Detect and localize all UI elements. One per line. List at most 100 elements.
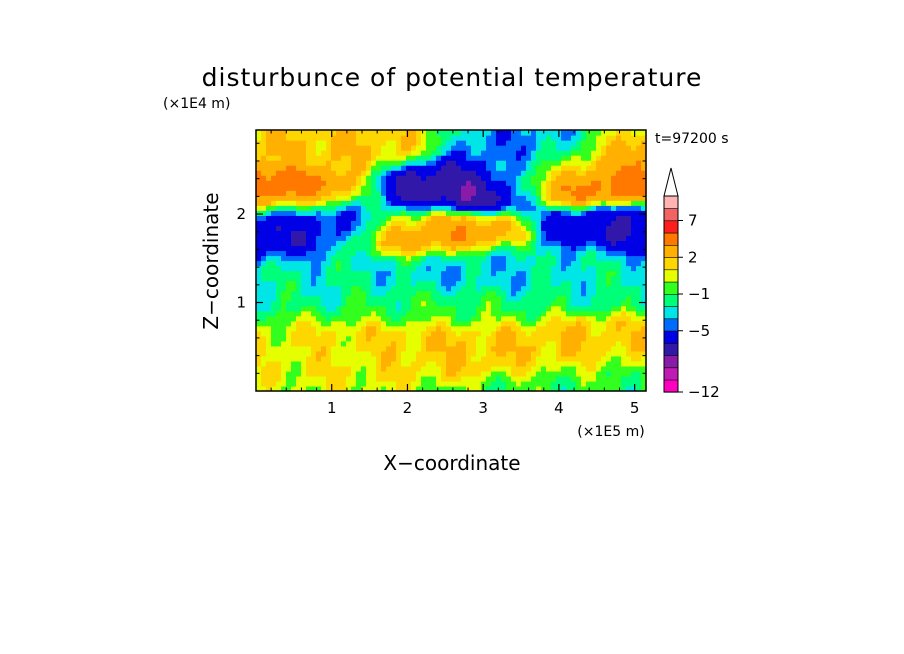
heatmap-cell <box>351 130 357 136</box>
heatmap-cell <box>601 330 607 337</box>
heatmap-cell <box>416 255 422 262</box>
heatmap-cell <box>326 150 332 156</box>
heatmap-cell <box>471 235 477 242</box>
heatmap-cell <box>351 215 357 221</box>
colorbar-swatch <box>663 305 679 320</box>
heatmap-cell <box>636 340 642 347</box>
heatmap-cell <box>436 275 442 282</box>
heatmap-cell <box>411 285 417 292</box>
heatmap-cell <box>301 370 307 377</box>
heatmap-cell <box>431 270 437 277</box>
heatmap-cell <box>291 140 297 146</box>
heatmap-cell <box>411 130 417 136</box>
heatmap-cell <box>596 325 602 332</box>
colorbar-tick-label: −1 <box>688 285 710 303</box>
heatmap-cell <box>536 200 542 206</box>
heatmap-cell <box>616 220 622 226</box>
heatmap-cell <box>406 380 412 387</box>
heatmap-cell <box>581 325 587 332</box>
heatmap-cell <box>256 215 262 221</box>
heatmap-cell <box>526 150 532 156</box>
heatmap-cell <box>376 205 382 211</box>
heatmap-cell <box>551 140 557 146</box>
heatmap-cell <box>446 315 452 322</box>
heatmap-cell <box>466 305 472 312</box>
heatmap-cell <box>336 190 342 196</box>
heatmap-cell <box>491 265 497 272</box>
plot-frame <box>255 129 647 392</box>
heatmap-cell <box>281 295 287 302</box>
heatmap-cell <box>406 315 412 322</box>
heatmap-cell <box>261 215 267 221</box>
heatmap-cell <box>341 235 347 242</box>
heatmap-cell <box>506 130 512 136</box>
heatmap-cell <box>436 140 442 146</box>
heatmap-cell <box>391 200 397 206</box>
heatmap-cell <box>511 275 517 282</box>
heatmap-cell <box>581 305 587 312</box>
heatmap-cell <box>361 155 367 161</box>
heatmap-cell <box>336 300 342 307</box>
heatmap-cell <box>546 220 552 226</box>
heatmap-cell <box>476 215 482 221</box>
heatmap-cell <box>316 240 322 247</box>
heatmap-cell <box>281 365 287 372</box>
heatmap-cell <box>351 150 357 156</box>
heatmap-cell <box>471 275 477 282</box>
heatmap-cell <box>276 285 282 292</box>
heatmap-cell <box>526 300 532 307</box>
heatmap-cell <box>526 370 532 377</box>
heatmap-cell <box>316 380 322 387</box>
heatmap-cell <box>281 150 287 156</box>
heatmap-cell <box>481 205 487 211</box>
heatmap-cell <box>601 170 607 176</box>
heatmap-cell <box>331 330 337 337</box>
heatmap-cell <box>326 145 332 151</box>
heatmap-cell <box>571 310 577 317</box>
heatmap-cell <box>451 380 457 387</box>
heatmap-cell <box>491 315 497 322</box>
heatmap-cell <box>491 190 497 196</box>
heatmap-cell <box>556 260 562 267</box>
heatmap-cell <box>306 360 312 367</box>
heatmap-cell <box>576 145 582 151</box>
heatmap-cell <box>586 255 592 262</box>
heatmap-cell <box>551 250 557 257</box>
heatmap-cell <box>486 155 492 161</box>
heatmap-cell <box>516 135 522 141</box>
heatmap-cell <box>501 280 507 287</box>
heatmap-cell <box>591 170 597 176</box>
heatmap-cell <box>521 170 527 176</box>
heatmap-cell <box>566 350 572 357</box>
heatmap-cell <box>376 135 382 141</box>
heatmap-cell <box>501 375 507 382</box>
heatmap-cell <box>531 265 537 272</box>
heatmap-cell <box>501 160 507 166</box>
heatmap-cell <box>536 175 542 181</box>
heatmap-cell <box>476 315 482 322</box>
heatmap-cell <box>421 290 427 297</box>
heatmap-cell <box>556 280 562 287</box>
heatmap-cell <box>326 210 332 216</box>
heatmap-cell <box>626 245 632 252</box>
heatmap-cell <box>386 220 392 226</box>
heatmap-cell <box>336 335 342 342</box>
heatmap-cell <box>571 315 577 322</box>
heatmap-cell <box>516 205 522 211</box>
heatmap-cell <box>466 180 472 186</box>
heatmap-cell <box>301 350 307 357</box>
heatmap-cell <box>461 155 467 161</box>
heatmap-cell <box>511 145 517 151</box>
heatmap-cell <box>531 300 537 307</box>
heatmap-cell <box>471 220 477 226</box>
heatmap-cell <box>366 180 372 186</box>
heatmap-cell <box>301 185 307 191</box>
heatmap-cell <box>476 335 482 342</box>
heatmap-cell <box>266 150 272 156</box>
heatmap-cell <box>401 255 407 262</box>
heatmap-cell <box>321 135 327 141</box>
heatmap-cell <box>641 225 647 231</box>
heatmap-cell <box>551 385 557 392</box>
heatmap-cell <box>596 280 602 287</box>
heatmap-cell <box>346 320 352 327</box>
